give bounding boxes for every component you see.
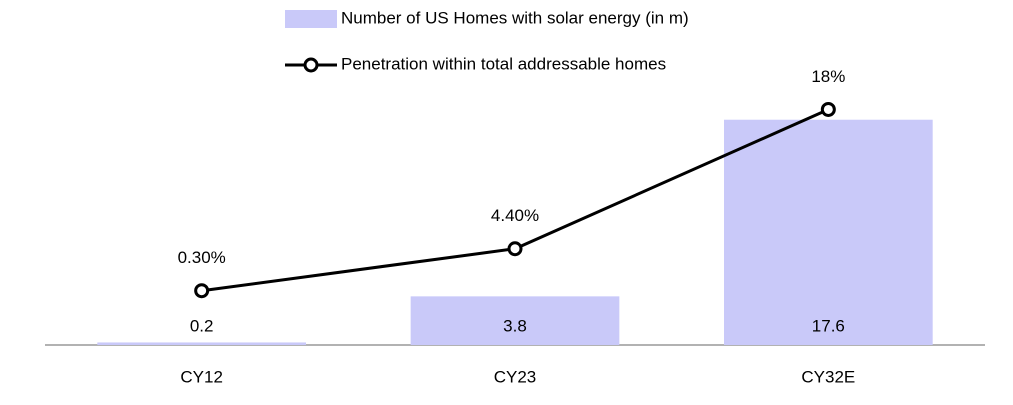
bar: [723, 119, 933, 345]
x-tick-label: CY23: [494, 367, 537, 386]
line-marker: [194, 283, 210, 299]
bar-value-label: 3.8: [503, 316, 527, 335]
line-value-label: 4.40%: [491, 206, 539, 225]
bar: [410, 296, 620, 345]
line-value-label: 18%: [811, 67, 845, 86]
x-tick-label: CY32E: [801, 367, 855, 386]
line-marker: [820, 101, 836, 117]
legend-swatch: [285, 10, 337, 28]
bar: [97, 342, 307, 345]
x-tick-label: CY12: [180, 367, 223, 386]
bar-value-label: 17.6: [812, 316, 845, 335]
bar-value-label: 0.2: [190, 316, 214, 335]
legend-label: Penetration within total addressable hom…: [341, 54, 666, 73]
legend-marker: [303, 57, 319, 73]
line-marker: [507, 241, 523, 257]
line-value-label: 0.30%: [178, 248, 226, 267]
legend-label: Number of US Homes with solar energy (in…: [341, 8, 689, 27]
